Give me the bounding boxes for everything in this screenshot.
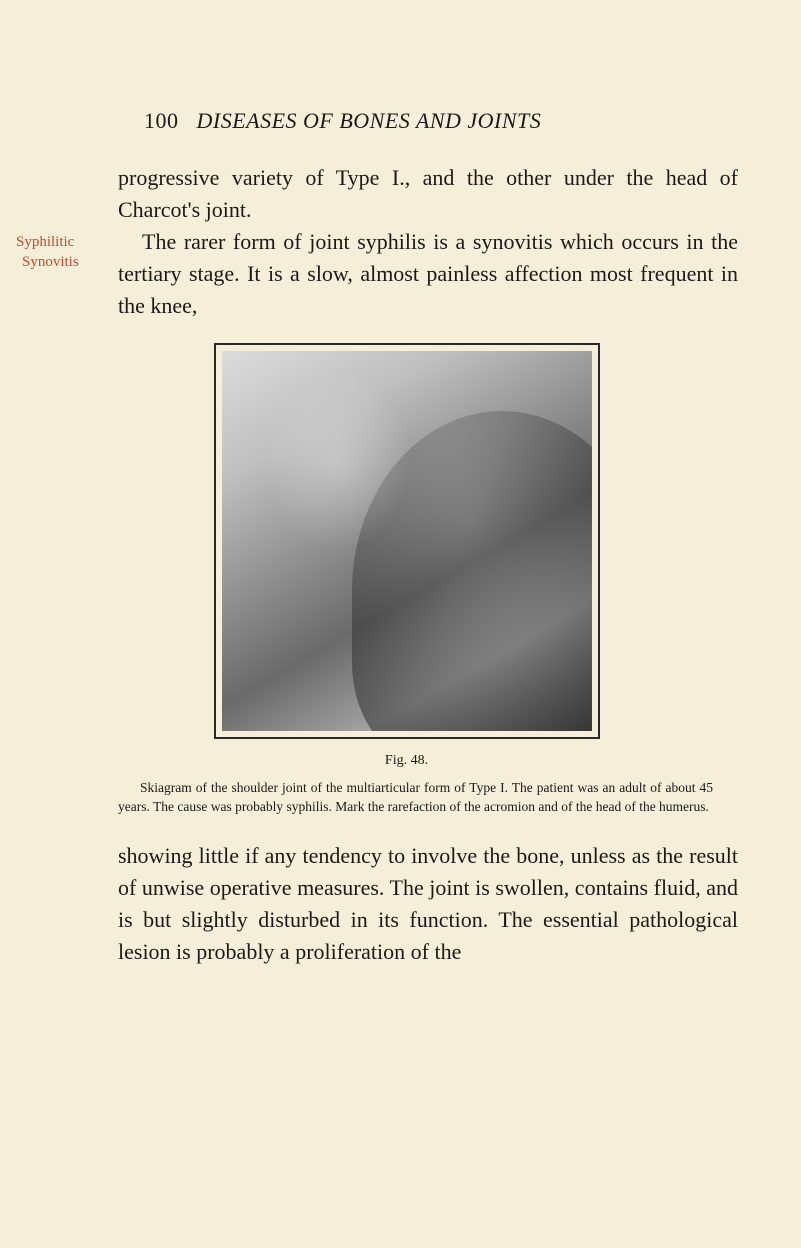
margin-note-line-1: Syphilitic [16,232,106,252]
book-page: 100 DISEASES OF BONES AND JOINTS Syphilit… [0,0,801,1027]
page-number: 100 [144,108,179,133]
body-text-upper: progressive variety of Type I., and the … [118,162,738,321]
figure-wrapper [100,343,713,739]
figure-label: Fig. 48. [100,753,713,769]
figure-caption: Skiagram of the shoulder joint of the mu… [118,779,713,815]
paragraph-2: The rarer form of joint syphilis is a sy… [118,226,738,322]
caption-text: Skiagram of the shoulder joint of the mu… [118,780,713,813]
running-title: DISEASES OF BONES AND JOINTS [197,108,542,133]
figure-frame [214,343,600,739]
margin-note: Syphilitic Synovitis [16,232,106,273]
margin-note-line-2: Synovitis [22,252,106,272]
content-block: Syphilitic Synovitis progressive variety… [88,162,713,967]
paragraph-1: progressive variety of Type I., and the … [118,162,738,226]
paragraph-3: showing little if any tendency to involv… [118,840,738,968]
body-text-lower: showing little if any tendency to involv… [118,840,738,968]
skiagram-image [222,351,592,731]
running-header: 100 DISEASES OF BONES AND JOINTS [144,108,713,134]
